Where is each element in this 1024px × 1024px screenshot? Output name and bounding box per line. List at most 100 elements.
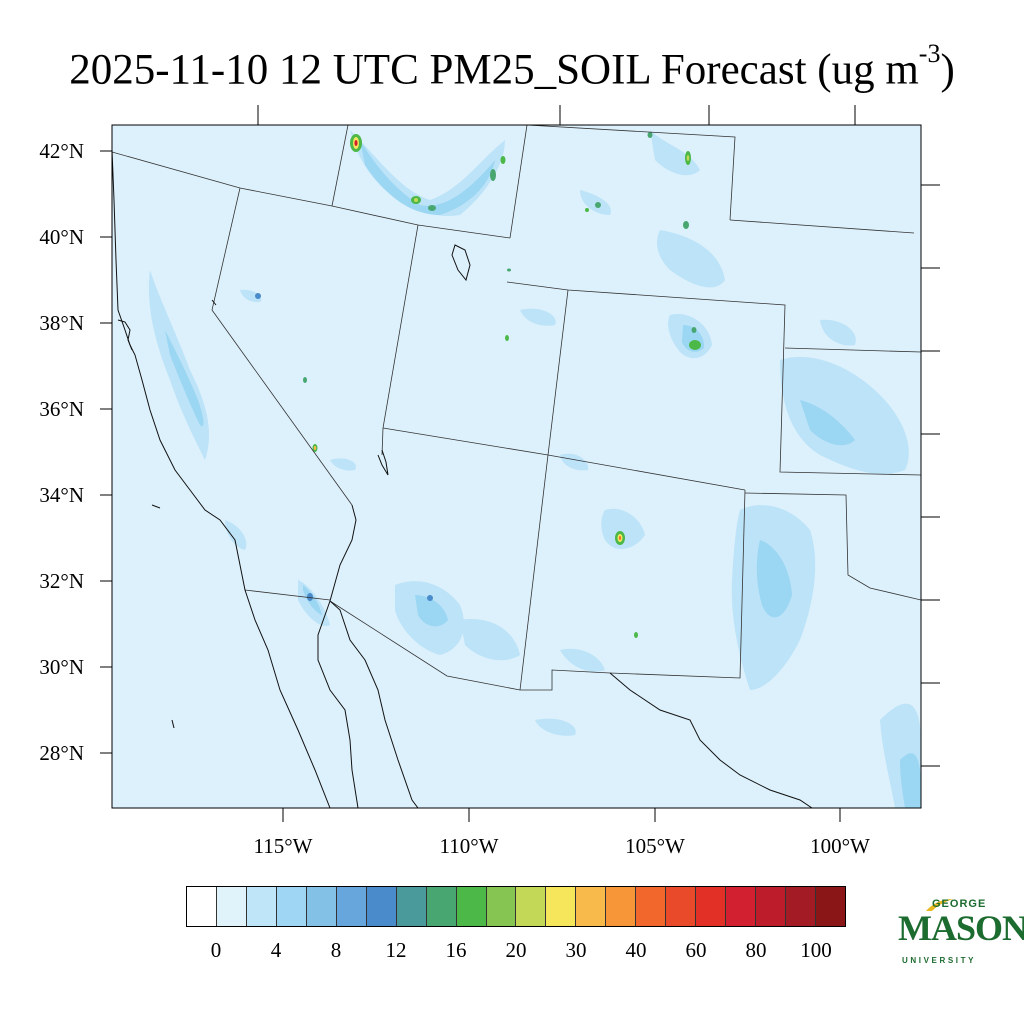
colorbar-swatch xyxy=(546,887,577,926)
mid-concentration-area xyxy=(360,140,495,215)
hotspot xyxy=(303,377,307,383)
colorbar-label: 16 xyxy=(445,938,467,962)
hotspot xyxy=(691,327,697,333)
colorbar-swatch xyxy=(576,887,607,926)
colorbar-swatch xyxy=(756,887,787,926)
mid-concentration-area xyxy=(800,400,855,446)
hotspot xyxy=(354,140,358,146)
lon-label-110: 110°W xyxy=(439,834,499,858)
colorbar-label: 0 xyxy=(210,938,222,962)
hotspot xyxy=(427,595,433,601)
colorbar-label: 4 xyxy=(270,938,282,962)
colorbar-label: 8 xyxy=(330,938,342,962)
low-concentration-area xyxy=(780,356,909,475)
mid-concentration-area xyxy=(303,585,322,615)
lat-label-28: 28°N xyxy=(39,741,84,765)
hotspot xyxy=(619,536,621,540)
coastline xyxy=(112,149,813,808)
low-concentration-area xyxy=(240,289,262,303)
colorbar-swatch xyxy=(726,887,757,926)
lat-label-30: 30°N xyxy=(39,655,84,679)
low-concentration-area xyxy=(580,190,611,215)
hotspot xyxy=(507,268,511,272)
map-frame xyxy=(111,124,922,809)
low-concentration-area xyxy=(520,308,556,326)
hotspot xyxy=(634,632,638,638)
lat-label-36: 36°N xyxy=(39,397,84,421)
hotspot xyxy=(585,208,589,212)
low-concentration-area xyxy=(560,453,589,471)
mid-concentration-area xyxy=(756,540,792,618)
colorbar-swatch xyxy=(786,887,817,926)
colorbar-swatch xyxy=(187,887,217,926)
colorbar-swatch xyxy=(636,887,667,926)
colorbar-swatch xyxy=(516,887,547,926)
low-concentration-area xyxy=(657,230,725,288)
colorbar-swatch xyxy=(306,887,337,926)
hotspot xyxy=(500,156,506,164)
colorbar-swatch xyxy=(246,887,277,926)
lon-label-100: 100°W xyxy=(810,834,870,858)
mid-concentration-area xyxy=(415,595,448,627)
lat-label-40: 40°N xyxy=(39,225,84,249)
map-title: 2025-11-10 12 UTC PM25_SOIL Forecast (ug… xyxy=(69,39,955,94)
logo-line1: GEORGE xyxy=(932,898,987,910)
lat-label-42: 42°N xyxy=(39,139,84,163)
axis-ticks xyxy=(100,105,940,822)
hotspot xyxy=(428,205,436,211)
gmu-logo: GEORGE MASON UNIVERSITY xyxy=(896,898,1024,970)
lon-label-115: 115°W xyxy=(253,834,313,858)
hotspot xyxy=(686,155,690,161)
lat-label-34: 34°N xyxy=(39,483,84,507)
low-concentration-area xyxy=(225,520,247,550)
colorbar-label: 100 xyxy=(800,938,832,962)
low-concentration-area xyxy=(601,508,645,550)
colorbar-swatch xyxy=(396,887,427,926)
colorbar-swatch xyxy=(486,887,517,926)
colorbar-swatch xyxy=(336,887,367,926)
logo-swoosh-icon xyxy=(926,899,953,911)
colorbar-swatch xyxy=(816,887,845,926)
logo-line2: MASON xyxy=(898,908,1024,948)
low-concentration-area xyxy=(330,458,356,471)
hotspot xyxy=(683,221,689,229)
colorbar-label: 12 xyxy=(385,938,407,962)
hotspot xyxy=(595,202,601,208)
hotspot xyxy=(255,293,261,299)
hotspot xyxy=(313,446,317,450)
hotspot xyxy=(689,340,701,350)
colorbar-label: 30 xyxy=(565,938,587,962)
low-concentration-area xyxy=(535,718,576,736)
colorbar-swatch xyxy=(456,887,487,926)
colorbar-swatch xyxy=(276,887,307,926)
colorbar-label: 60 xyxy=(685,938,707,962)
colorbar-swatch xyxy=(606,887,637,926)
mid-concentration-area xyxy=(165,330,204,427)
map-panel xyxy=(112,125,921,808)
hotspot xyxy=(505,335,509,341)
colorbar-swatch xyxy=(366,887,397,926)
colorbar-swatch xyxy=(216,887,247,926)
colorbar-label: 40 xyxy=(625,938,647,962)
colorbar-swatch xyxy=(426,887,457,926)
hotspot xyxy=(490,169,496,181)
state-borders xyxy=(112,125,921,691)
logo-line3: UNIVERSITY xyxy=(902,956,977,965)
colorbar-swatch xyxy=(666,887,697,926)
colorbar xyxy=(186,886,846,927)
map-background xyxy=(112,125,921,808)
low-concentration-area xyxy=(460,619,520,661)
lat-label-38: 38°N xyxy=(39,311,84,335)
hotspot xyxy=(307,593,313,601)
low-concentration-area xyxy=(820,319,856,346)
colorbar-label: 20 xyxy=(505,938,527,962)
lat-label-32: 32°N xyxy=(39,569,84,593)
colorbar-label: 80 xyxy=(745,938,767,962)
hotspot xyxy=(647,132,653,138)
lon-label-105: 105°W xyxy=(625,834,685,858)
low-concentration-area xyxy=(560,648,605,672)
mid-concentration-area xyxy=(900,753,921,808)
hotspots xyxy=(255,132,701,638)
